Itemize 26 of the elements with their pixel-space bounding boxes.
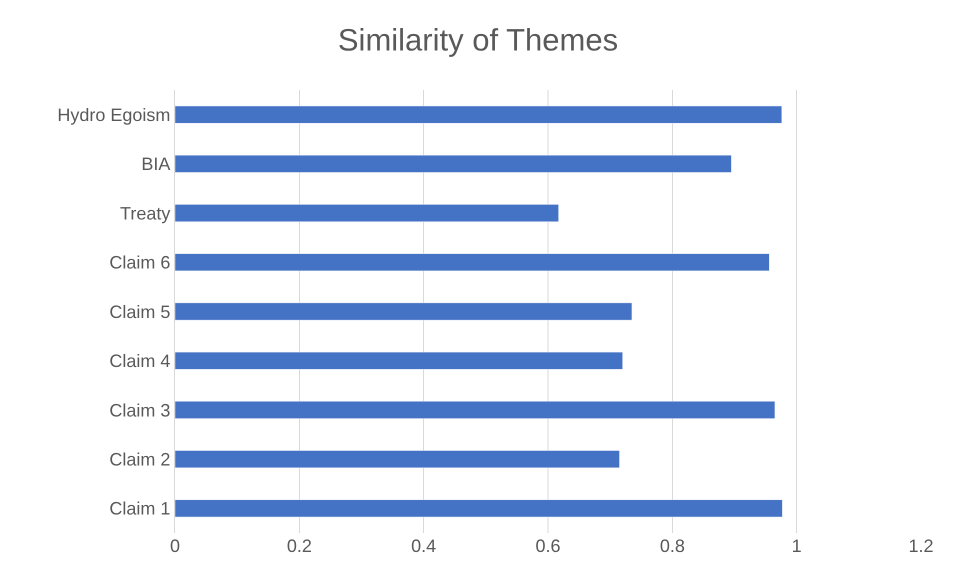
x-tick-label: 0.6 xyxy=(535,536,561,556)
x-tick-label: 0.4 xyxy=(411,536,436,556)
y-tick-label: Claim 5 xyxy=(109,302,170,322)
x-tick-label: 1.2 xyxy=(908,536,934,556)
bar xyxy=(175,204,559,222)
y-tick-label: Claim 3 xyxy=(109,400,170,420)
bar xyxy=(175,401,776,419)
bar xyxy=(175,302,632,320)
x-tick-label: 0.2 xyxy=(286,536,312,556)
bar xyxy=(175,500,783,518)
y-tick-label: Claim 4 xyxy=(109,351,170,372)
y-tick-label: Claim 1 xyxy=(109,498,170,519)
x-tick-label: 0.8 xyxy=(660,536,685,556)
y-tick-label: Hydro Egoism xyxy=(57,104,170,125)
x-tick-label: 1 xyxy=(792,536,802,556)
bar xyxy=(175,253,770,272)
bar xyxy=(175,106,782,124)
bar xyxy=(175,154,732,173)
x-tick-label: 0 xyxy=(170,536,180,556)
chart-title: Similarity of Themes xyxy=(338,22,618,58)
y-tick-label: Claim 6 xyxy=(109,252,170,273)
y-tick-label: BIA xyxy=(141,154,170,174)
y-tick-label: Treaty xyxy=(120,203,170,224)
y-tick-label: Claim 2 xyxy=(109,449,170,470)
bar xyxy=(175,352,623,370)
bar xyxy=(175,450,620,468)
